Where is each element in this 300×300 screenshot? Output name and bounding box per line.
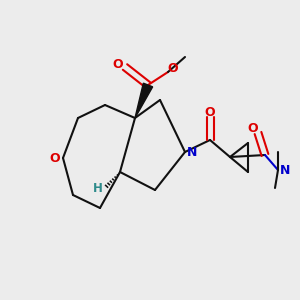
Text: H: H — [93, 182, 103, 194]
Text: O: O — [168, 62, 178, 76]
Text: N: N — [187, 146, 197, 158]
Polygon shape — [135, 83, 153, 118]
Text: N: N — [280, 164, 290, 176]
Text: O: O — [248, 122, 258, 134]
Text: O: O — [113, 58, 123, 70]
Text: O: O — [50, 152, 60, 164]
Text: O: O — [205, 106, 215, 118]
